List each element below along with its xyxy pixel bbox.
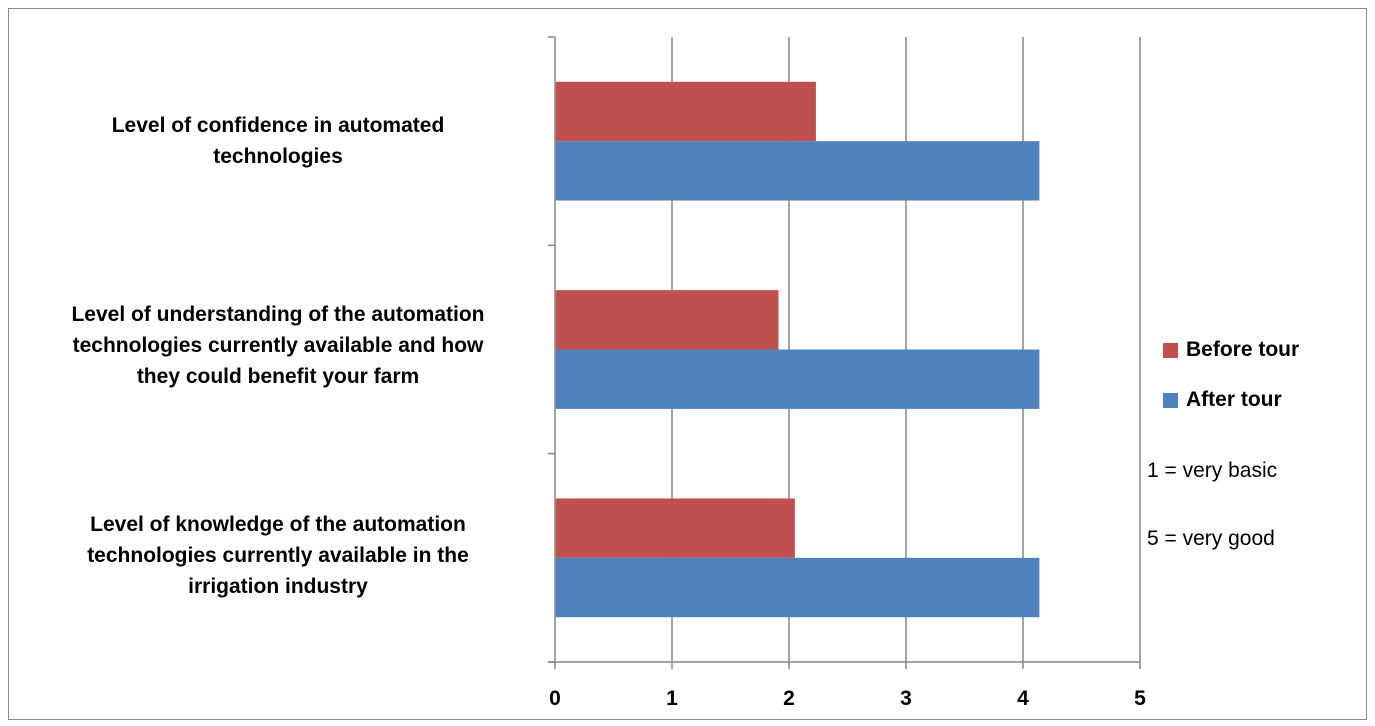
category-label-confidence: Level of confidence in automated technol… xyxy=(111,114,445,168)
x-tick-label-5: 5 xyxy=(1134,687,1146,710)
legend-label-after: After tour xyxy=(1186,388,1282,411)
legend-swatch-after xyxy=(1163,392,1178,408)
bar-after-cat-2 xyxy=(555,557,1040,618)
x-tick-label-0: 0 xyxy=(549,687,561,710)
x-tick-label-2: 2 xyxy=(783,687,795,710)
legend-label-before: Before tour xyxy=(1186,338,1300,361)
chart-legend: Before tour After tour xyxy=(1163,335,1299,435)
category-label-knowledge: Level of knowledge of the automation tec… xyxy=(87,513,469,598)
legend-item-after-tour: After tour xyxy=(1163,385,1299,415)
bar-after-cat-0 xyxy=(555,141,1040,201)
bar-before-cat-1 xyxy=(555,290,779,350)
scale-note-low: 1 = very basic xyxy=(1147,459,1278,482)
bar-before-cat-2 xyxy=(555,498,795,558)
x-tick-label-1: 1 xyxy=(666,687,678,710)
legend-item-before-tour: Before tour xyxy=(1163,335,1299,365)
category-label-understanding: Level of understanding of the automation… xyxy=(71,303,485,388)
bar-after-cat-1 xyxy=(555,349,1040,409)
x-tick-label-3: 3 xyxy=(900,687,912,710)
scale-note-high: 5 = very good xyxy=(1147,527,1275,550)
legend-swatch-before xyxy=(1163,342,1178,358)
bar-before-cat-0 xyxy=(555,81,816,142)
x-tick-label-4: 4 xyxy=(1017,687,1029,710)
